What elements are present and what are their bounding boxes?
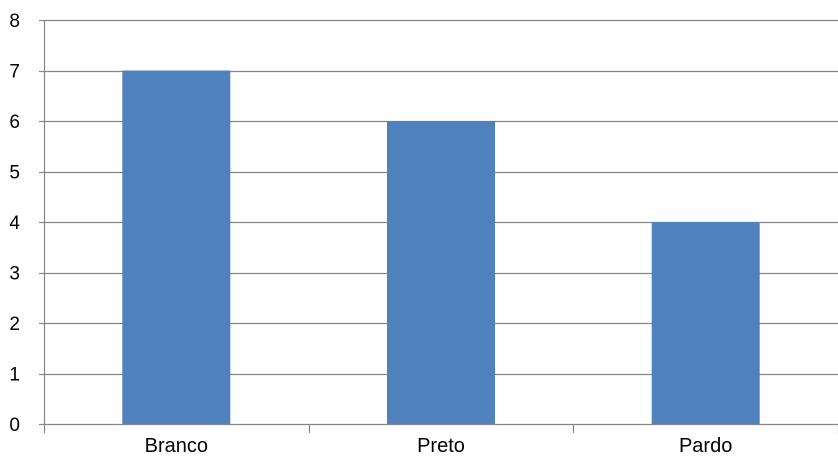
y-tick-label-1: 1 [9, 365, 20, 386]
y-tick-label-3: 3 [9, 264, 20, 285]
x-tick-labels: Branco Preto Pardo [145, 435, 733, 457]
bar-pardo [651, 222, 760, 424]
bars [122, 70, 760, 424]
x-tick-label-preto: Preto [417, 435, 465, 457]
y-tick-label-0: 0 [9, 415, 20, 436]
bar-preto [387, 121, 495, 424]
y-tick-label-7: 7 [9, 62, 20, 83]
y-tick-label-5: 5 [9, 163, 20, 184]
y-tick-label-2: 2 [9, 314, 20, 335]
axes [39, 19, 838, 433]
y-tick-label-6: 6 [9, 112, 20, 133]
x-tick-label-pardo: Pardo [679, 435, 732, 457]
y-tick-label-4: 4 [9, 213, 20, 234]
x-tick-label-branco: Branco [145, 435, 208, 457]
y-tick-labels: 0 1 2 3 4 5 6 7 8 [9, 11, 20, 436]
bar-branco [122, 70, 231, 424]
y-tick-label-8: 8 [9, 11, 20, 32]
